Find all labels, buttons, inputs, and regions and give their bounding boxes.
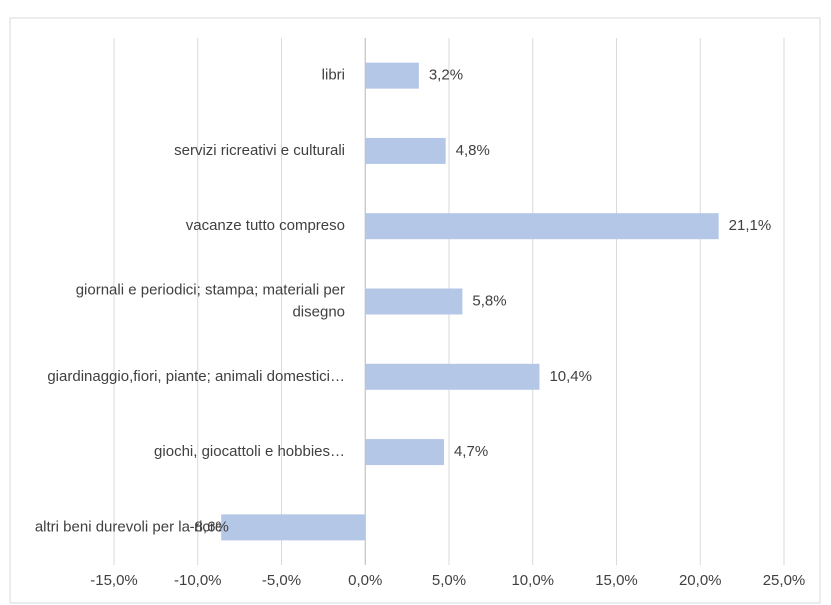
x-tick-label: 10,0% — [511, 572, 554, 589]
y-tick-label: vacanze tutto compreso — [186, 217, 345, 234]
y-tick-label: giardinaggio,fiori, piante; animali dome… — [47, 368, 345, 385]
bar — [365, 363, 540, 390]
data-label: 4,8% — [456, 142, 490, 159]
x-tick-label: -10,0% — [174, 572, 222, 589]
y-tick-label: libri — [322, 67, 345, 84]
bar — [221, 514, 366, 541]
data-label: 21,1% — [729, 217, 772, 234]
y-tick-label: giornali e periodici; stampa; materiali … — [76, 281, 345, 320]
data-label: 3,2% — [429, 67, 463, 84]
data-label: 5,8% — [472, 292, 506, 309]
bar — [365, 62, 419, 89]
data-label: 4,7% — [454, 443, 488, 460]
y-tick-label: servizi ricreativi e culturali — [174, 142, 345, 159]
x-tick-label: 15,0% — [595, 572, 638, 589]
bar — [365, 439, 444, 466]
y-tick-label: giochi, giocattoli e hobbies… — [154, 443, 345, 460]
bar — [365, 137, 446, 164]
bar — [365, 213, 719, 240]
x-tick-label: 20,0% — [679, 572, 722, 589]
data-label: -8,6% — [190, 518, 229, 535]
x-tick-label: -5,0% — [262, 572, 301, 589]
x-tick-label: 25,0% — [763, 572, 806, 589]
x-tick-label: -15,0% — [90, 572, 138, 589]
data-label: 10,4% — [549, 368, 592, 385]
x-tick-label: 0,0% — [348, 572, 382, 589]
bar — [365, 288, 463, 315]
x-tick-label: 5,0% — [432, 572, 466, 589]
chart-border — [9, 17, 821, 604]
